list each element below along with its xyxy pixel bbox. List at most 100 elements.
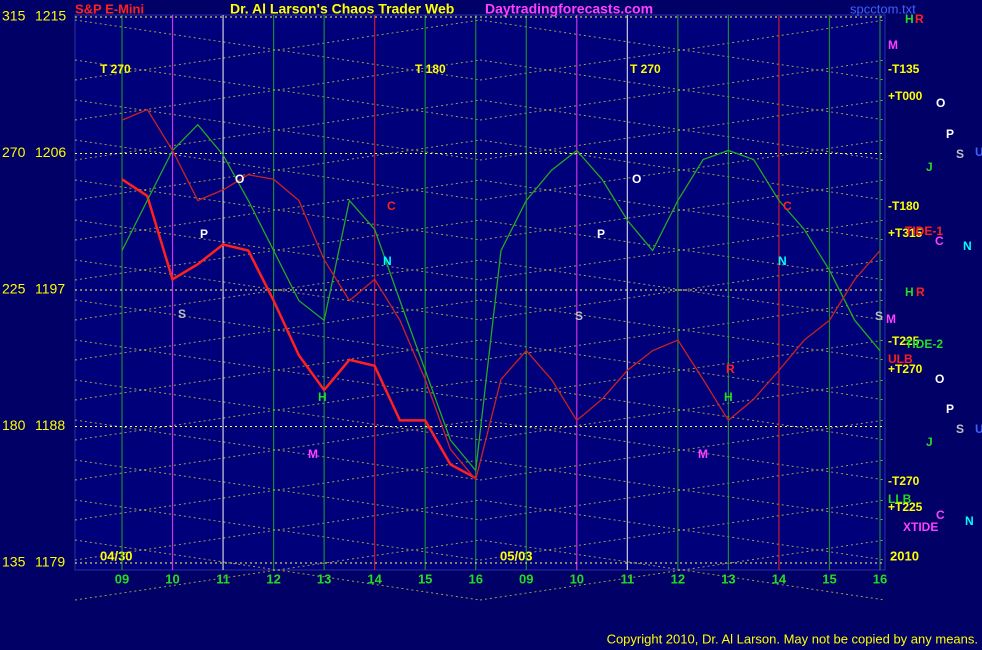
annotation: O [936, 96, 945, 110]
annotation: T 270 [630, 62, 661, 76]
annotation: M [308, 447, 318, 461]
date-label: 05/03 [500, 548, 533, 563]
annotation: +T315 [888, 226, 923, 240]
annotation: J [926, 160, 933, 174]
diagonal-line [479, 539, 886, 601]
annotation: P [946, 127, 954, 141]
x-tick-label: 09 [115, 571, 129, 586]
diagonal-line [74, 419, 481, 481]
diagonal-line [479, 299, 886, 361]
x-tick-label: 15 [418, 571, 432, 586]
annotation: N [965, 514, 974, 528]
copyright: Copyright 2010, Dr. Al Larson. May not b… [607, 631, 978, 646]
subtitle: S&P E-Mini [75, 1, 144, 16]
annotation: P [597, 227, 605, 241]
annotation: S [956, 147, 964, 161]
x-tick-label: 09 [519, 571, 533, 586]
annotation: H [905, 12, 914, 26]
annotation: O [935, 372, 944, 386]
diagonal-line [74, 259, 481, 321]
annotation: ULB [888, 352, 913, 366]
annotation: S [178, 307, 186, 321]
annotation: -T135 [888, 62, 920, 76]
annotation: R [916, 285, 925, 299]
annotation: C [935, 234, 944, 248]
annotation: H [724, 390, 733, 404]
file-name: spcctom.txt [850, 1, 916, 16]
y-tick-label: 1179 [35, 554, 65, 570]
x-tick-label: 14 [367, 571, 382, 586]
x-tick-label: 16 [468, 571, 482, 586]
plot-area [74, 14, 886, 571]
diagonal-line [74, 99, 481, 161]
y2-tick-label: 225 [2, 281, 26, 297]
annotation: H [905, 285, 914, 299]
x-tick-label: 10 [165, 571, 179, 586]
y2-tick-label: 270 [2, 144, 26, 160]
annotation: TIDE-1 [905, 224, 943, 238]
x-tick-label: 12 [671, 571, 685, 586]
x-tick-label: 13 [317, 571, 331, 586]
x-tick-label: 13 [721, 571, 735, 586]
diagonal-line [74, 459, 481, 521]
diagonal-line [479, 379, 886, 441]
annotation: T 180 [415, 62, 446, 76]
annotation: C [387, 199, 396, 213]
diagonal-line [479, 539, 886, 601]
annotation: LLB [888, 492, 912, 506]
series-line [121, 178, 477, 480]
site-name: Daytradingforecasts.com [485, 1, 653, 17]
annotation: M [888, 38, 898, 52]
diagonal-line [479, 19, 886, 81]
annotation: -T180 [888, 199, 920, 213]
annotation: U [975, 422, 982, 436]
annotation: -T270 [888, 474, 920, 488]
annotation: O [235, 172, 244, 186]
annotation: S [956, 422, 964, 436]
x-tick-label: 16 [873, 571, 887, 586]
diagonal-line [74, 59, 481, 121]
x-tick-label: 15 [822, 571, 836, 586]
y2-tick-label: 135 [2, 554, 26, 570]
chart-title: Dr. Al Larson's Chaos Trader Web [230, 1, 454, 17]
annotation: P [946, 402, 954, 416]
annotation: N [963, 239, 972, 253]
annotation: +T270 [888, 362, 923, 376]
diagonal-line [479, 179, 886, 241]
diagonal-line [479, 59, 886, 121]
annotation: S [875, 309, 883, 323]
diagonal-line [74, 539, 481, 601]
y-tick-label: 1197 [35, 281, 65, 297]
series-line [121, 123, 881, 473]
series-line [121, 108, 881, 481]
annotation: J [926, 435, 933, 449]
annotation: R [726, 362, 735, 376]
diagonal-line [74, 219, 481, 281]
annotation: T 270 [100, 62, 131, 76]
y-tick-label: 1206 [35, 144, 66, 160]
x-tick-label: 11 [216, 571, 230, 586]
diagonal-line [479, 259, 886, 321]
diagonal-line [479, 339, 886, 401]
diagonal-line [74, 379, 481, 441]
annotation: H [318, 390, 327, 404]
y-tick-label: 1215 [35, 8, 66, 24]
diagonal-line [479, 99, 886, 161]
annotation: N [383, 254, 392, 268]
annotation: M [886, 312, 896, 326]
diagonal-line [74, 499, 481, 561]
diagonal-line [74, 179, 481, 241]
diagonal-line [479, 419, 886, 481]
x-tick-label: 12 [266, 571, 280, 586]
annotation: +T000 [888, 89, 923, 103]
diagonal-line [74, 299, 481, 361]
annotation: -T225 [888, 334, 920, 348]
diagonal-line [74, 539, 481, 601]
diagonal-line [74, 19, 481, 81]
year-label: 2010 [890, 548, 919, 563]
y-tick-label: 1188 [35, 417, 65, 433]
annotation: XTIDE [903, 520, 938, 534]
x-tick-label: 10 [570, 571, 584, 586]
annotation: C [936, 508, 945, 522]
